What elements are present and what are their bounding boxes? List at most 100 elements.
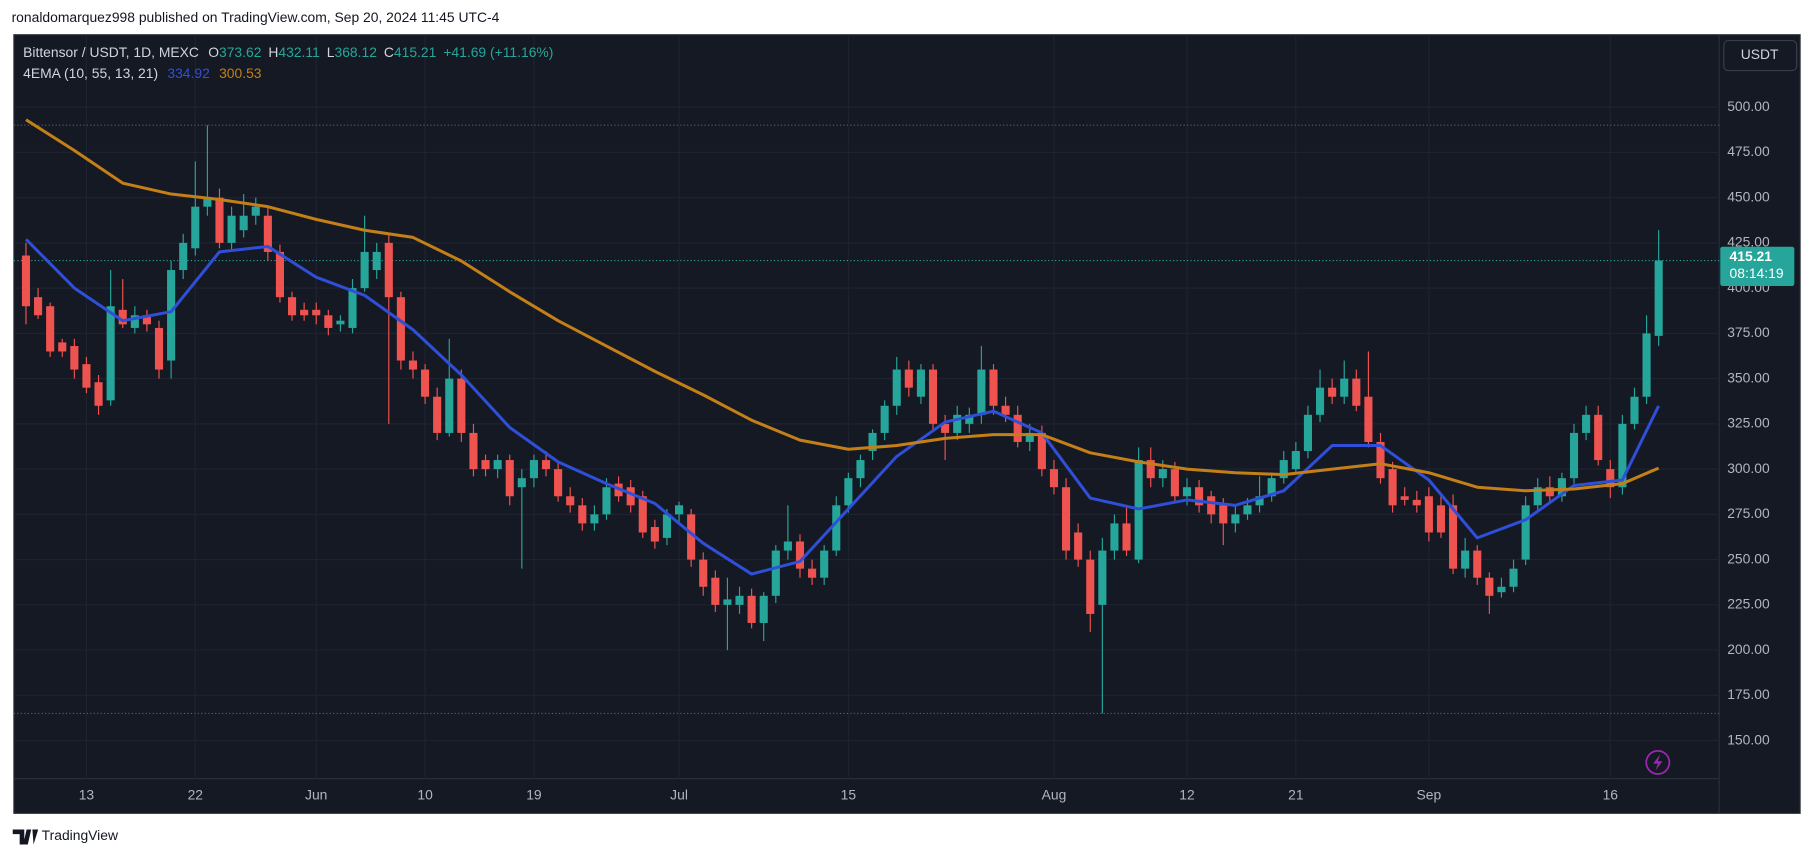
candle-body: [1291, 451, 1300, 470]
candle-body: [832, 505, 841, 551]
x-tick-label: Jun: [305, 787, 327, 803]
candle-body: [481, 460, 490, 470]
candle-body: [1509, 568, 1518, 587]
candle-body: [1243, 505, 1252, 515]
candle-body: [348, 288, 357, 328]
candle-body: [1328, 387, 1337, 397]
candle-body: [106, 306, 115, 401]
candle-body: [1037, 432, 1046, 470]
y-tick-label: 150.00: [1727, 731, 1770, 747]
x-tick-label: Jul: [670, 787, 688, 803]
candle-body: [1400, 496, 1409, 500]
candle-body: [1195, 487, 1204, 506]
candle-body: [1388, 469, 1397, 506]
indicator-name: 4EMA (10, 55, 13, 21): [23, 65, 158, 81]
candle-body: [638, 496, 647, 533]
candle-body: [191, 206, 200, 249]
ohlc-label: L: [327, 44, 335, 60]
legend-indicator-line: 4EMA (10, 55, 13, 21) 334.92 300.53: [23, 65, 262, 81]
ohlc-label: H: [268, 44, 278, 60]
candle-body: [1279, 460, 1288, 479]
brand-logo: TradingView: [12, 827, 119, 845]
candle-body: [1255, 496, 1264, 506]
candle-body: [662, 514, 672, 538]
candle-body: [892, 369, 901, 406]
candle-body: [928, 369, 938, 424]
ohlc-value: 432.11: [278, 44, 320, 60]
candle-body: [1485, 577, 1494, 596]
candle-body: [396, 297, 405, 361]
candle-body: [300, 309, 309, 316]
candle-body: [808, 568, 817, 578]
candle-body: [82, 364, 91, 388]
candle-body: [1582, 414, 1591, 433]
ohlc-value: 415.21: [394, 44, 437, 60]
candle-body: [699, 559, 708, 587]
candle-body: [1557, 478, 1566, 497]
ohlc-label: O: [208, 44, 219, 60]
candle-body: [215, 197, 224, 243]
candle-body: [1436, 505, 1446, 533]
candle-body: [336, 320, 345, 325]
price-tag: [1720, 246, 1795, 287]
x-tick-label: 10: [417, 787, 433, 803]
x-tick-label: 19: [526, 787, 542, 803]
candle-body: [421, 369, 430, 397]
price-tag-value: 415.21: [1730, 248, 1773, 264]
symbol: Bittensor / USDT, 1D, MEXC: [23, 44, 199, 60]
candle-body: [1618, 423, 1627, 488]
alert-icon[interactable]: [1645, 749, 1671, 775]
candle-body: [590, 514, 599, 524]
candle-body: [70, 346, 79, 370]
candle-body: [227, 215, 236, 243]
candle-body: [953, 414, 962, 433]
candle-body: [1001, 405, 1010, 415]
candle-body: [1267, 478, 1276, 497]
candle-body: [142, 315, 151, 325]
candle-body: [602, 487, 611, 515]
candle-body: [1303, 414, 1312, 452]
candle-body: [1473, 550, 1482, 578]
candle-body: [203, 197, 212, 207]
candle-body: [941, 423, 950, 433]
brand-name: TradingView: [42, 827, 119, 843]
currency-label[interactable]: USDT: [1741, 46, 1779, 62]
y-tick-label: 475.00: [1727, 143, 1770, 159]
candle-body: [626, 487, 635, 506]
y-tick-label: 500.00: [1727, 98, 1770, 114]
x-tick-label: 12: [1179, 787, 1195, 803]
x-tick-label: 16: [1603, 787, 1619, 803]
alert-bolt: [1653, 754, 1663, 771]
candle-body: [505, 460, 514, 497]
candle-body: [457, 378, 466, 433]
candle-body: [21, 255, 31, 307]
candle-body: [493, 460, 502, 470]
candle-body: [433, 396, 442, 433]
candle-body: [34, 297, 43, 316]
candle-body: [1533, 487, 1542, 506]
ohlc-value: 373.62: [219, 44, 262, 60]
candle-body: [154, 327, 164, 370]
candle-body: [820, 550, 829, 578]
candle-body: [783, 541, 792, 551]
candle-body: [517, 478, 526, 488]
candle-body: [675, 505, 684, 515]
indicator-value: 334.92: [167, 65, 210, 81]
plot: [13, 118, 1720, 715]
candle-body: [360, 251, 369, 289]
candle-body: [880, 405, 889, 433]
ema-line: [25, 118, 1660, 493]
x-tick-label: Aug: [1042, 787, 1067, 803]
candle-body: [324, 315, 333, 328]
candle-body: [541, 460, 551, 470]
currency-button[interactable]: [1723, 39, 1798, 72]
candle-body: [239, 215, 248, 231]
indicator-value: 300.53: [219, 65, 262, 81]
ema-line: [24, 238, 1660, 576]
y-tick-label: 275.00: [1727, 505, 1770, 521]
brand-mark: [12, 829, 39, 845]
candle-body: [844, 478, 853, 506]
candle-body: [263, 215, 272, 252]
candle-body: [1606, 469, 1615, 488]
candle-body: [58, 342, 67, 352]
